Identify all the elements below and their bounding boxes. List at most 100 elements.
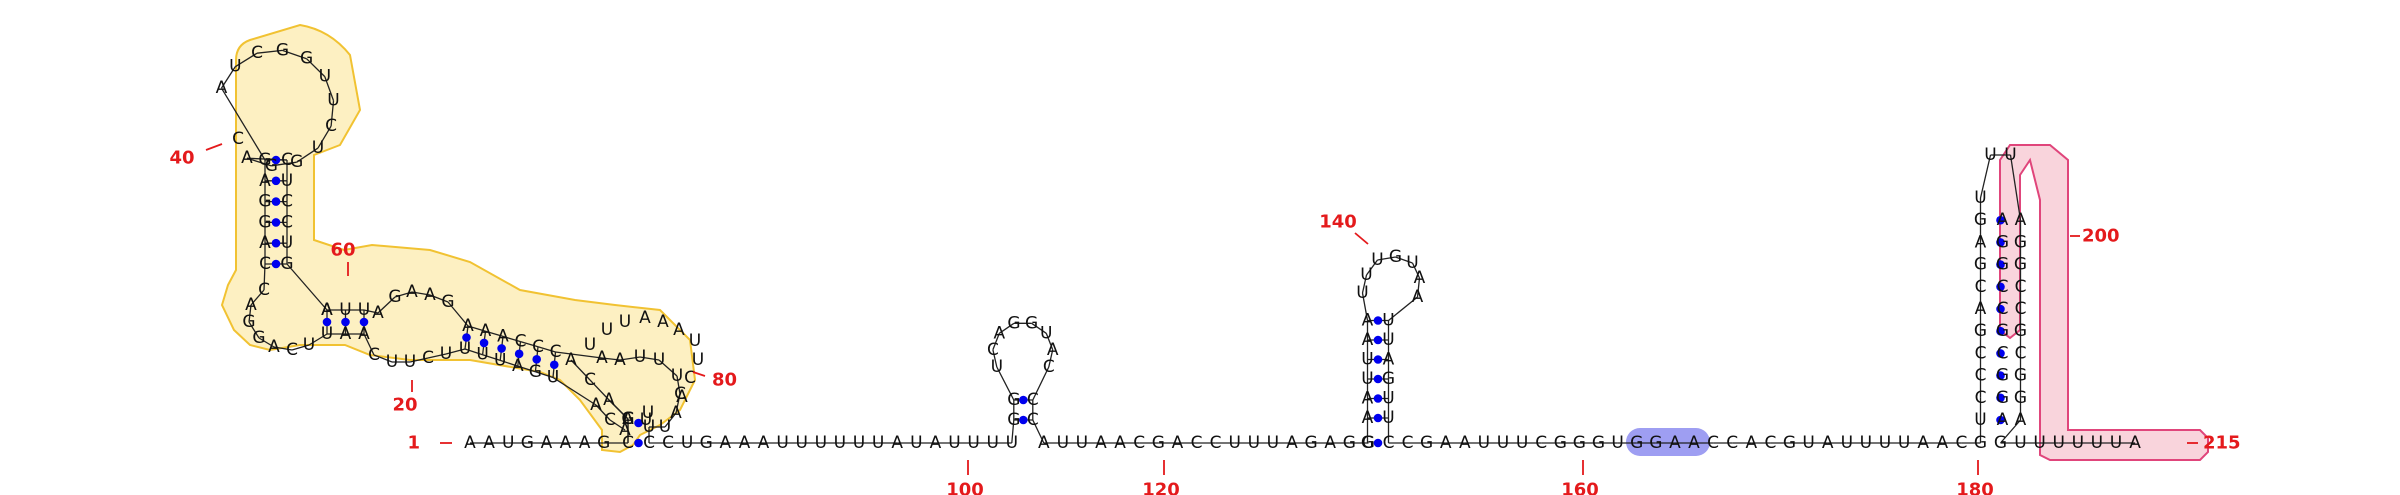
hairpin4-nucleotide: C [1975, 277, 1987, 297]
domain1-nucleotide: C [281, 212, 293, 232]
tail-3p-nucleotide: U [2014, 433, 2026, 453]
backbone-segment [1361, 274, 1368, 294]
backbone-segment [256, 49, 283, 54]
undefined [246, 157, 288, 161]
domain1-nucleotide: A [673, 320, 685, 340]
hairpin3-nucleotide: A [1362, 408, 1374, 428]
hairpin1-nucleotide: U [229, 57, 241, 77]
position-tick [692, 371, 706, 377]
domain1-nucleotide: G [388, 287, 401, 307]
undefined [286, 263, 328, 311]
hairpin3-nucleotide: G [1389, 247, 1402, 267]
hairpin3-nucleotide: C [1383, 433, 1395, 453]
domain1-nucleotide: G [252, 328, 265, 348]
undefined [1032, 419, 1045, 444]
linker-nucleotide: A [1038, 433, 1050, 453]
position-number: 200 [2082, 226, 2120, 247]
linker-nucleotide: C [1133, 433, 1145, 453]
domain1-nucleotide: U [303, 335, 315, 355]
domain1-nucleotide: G [258, 150, 271, 170]
hairpin3-nucleotide: U [1382, 330, 1394, 350]
base-pair-dot [514, 349, 524, 359]
hairpin2-nucleotide: C [987, 340, 999, 360]
domain1-nucleotide: U [601, 320, 613, 340]
hairpin3-nucleotide: U [1382, 311, 1394, 331]
backbone-segment [409, 357, 429, 363]
base-pair-dot [322, 317, 332, 327]
base-pair-dot [1996, 215, 2005, 225]
hairpin4-nucleotide: C [2015, 277, 2027, 297]
tail-5p-nucleotide: G [521, 433, 534, 453]
linker-nucleotide: U [986, 433, 998, 453]
hairpin1-nucleotide: G [265, 156, 278, 176]
domain1-nucleotide: U [459, 339, 471, 359]
domain1-nucleotide: U [476, 345, 488, 365]
linker-nucleotide: A [1095, 433, 1107, 453]
backbone-segment [537, 346, 556, 353]
hairpin4-nucleotide: C [1997, 343, 2009, 363]
undefined [996, 366, 1015, 401]
base-pair-dot [1019, 415, 1028, 425]
linker-nucleotide: U [1879, 433, 1891, 453]
hairpin3-nucleotide: U [1360, 265, 1372, 285]
domain1-nucleotide: U [671, 366, 683, 386]
linker-nucleotide: A [1172, 433, 1184, 453]
domain1-nucleotide: A [622, 409, 634, 429]
backbone-segment [467, 325, 486, 332]
linker-nucleotide: A [891, 433, 903, 453]
backbone-segment [1045, 333, 1054, 350]
backbone-segment [373, 354, 393, 363]
domain1-nucleotide: U [689, 331, 701, 351]
base-pair-dot [1996, 349, 2005, 358]
tail-5p-nucleotide: A [464, 433, 476, 453]
base-pair-dot [1373, 394, 1383, 403]
hairpin4-nucleotide: C [1997, 277, 2009, 297]
backbone-segment [330, 100, 335, 127]
backbone-segment [1416, 277, 1421, 298]
undefined [363, 333, 375, 356]
backbone-segment [517, 365, 536, 373]
domain1-nucleotide: A [565, 350, 577, 370]
undefined [220, 87, 266, 161]
base-pair-dot [462, 333, 471, 342]
domain1-nucleotide: U [281, 233, 293, 253]
base-pair-dot [271, 259, 281, 269]
domain1-nucleotide: U [642, 403, 654, 423]
linker-nucleotide: C [662, 433, 674, 453]
hairpin3-nucleotide: G [1382, 369, 1395, 389]
hairpin2-nucleotide: G [1007, 410, 1020, 430]
linker-nucleotide: C [1402, 433, 1414, 453]
hairpin1-nucleotide: A [216, 78, 228, 98]
linker-nucleotide: A [1114, 433, 1126, 453]
linker-nucleotide: U [1057, 433, 1069, 453]
linker-nucleotide: G [1592, 433, 1605, 453]
base-pair-dot [634, 438, 643, 448]
linker-nucleotide: G [1420, 433, 1433, 453]
domain1-nucleotide: C [281, 150, 293, 170]
hairpin1-nucleotide: C [251, 43, 263, 63]
hairpin3-nucleotide: U [1371, 250, 1383, 270]
hairpin4-nucleotide: G [1974, 255, 1987, 275]
tail-3p-nucleotide: U [2091, 433, 2103, 453]
backbone-segment [1377, 256, 1396, 261]
hairpin3-nucleotide: U [1361, 369, 1373, 389]
hairpin1-nucleotide: G [290, 152, 303, 172]
hairpin3-nucleotide: U [1361, 350, 1373, 370]
backbone-segment [427, 353, 447, 359]
linker-nucleotide: U [776, 433, 788, 453]
base-pair-dot [271, 218, 281, 227]
base-pair-dot [271, 197, 281, 206]
hairpin4-nucleotide: G [1994, 433, 2007, 453]
hairpin4-nucleotide: G [2014, 232, 2027, 252]
domain1-nucleotide: U [643, 417, 655, 437]
backbone-segment [250, 289, 265, 306]
hairpin4-nucleotide: C [1975, 343, 1987, 363]
domain1-nucleotide: C [532, 337, 544, 357]
domain1-nucleotide: U [404, 352, 416, 372]
linker-nucleotide: U [1267, 433, 1279, 453]
undefined [1361, 292, 1369, 321]
backbone-segment [619, 356, 641, 361]
hairpin2-nucleotide: U [1040, 323, 1052, 343]
hairpin4-nucleotide: G [2014, 321, 2027, 341]
